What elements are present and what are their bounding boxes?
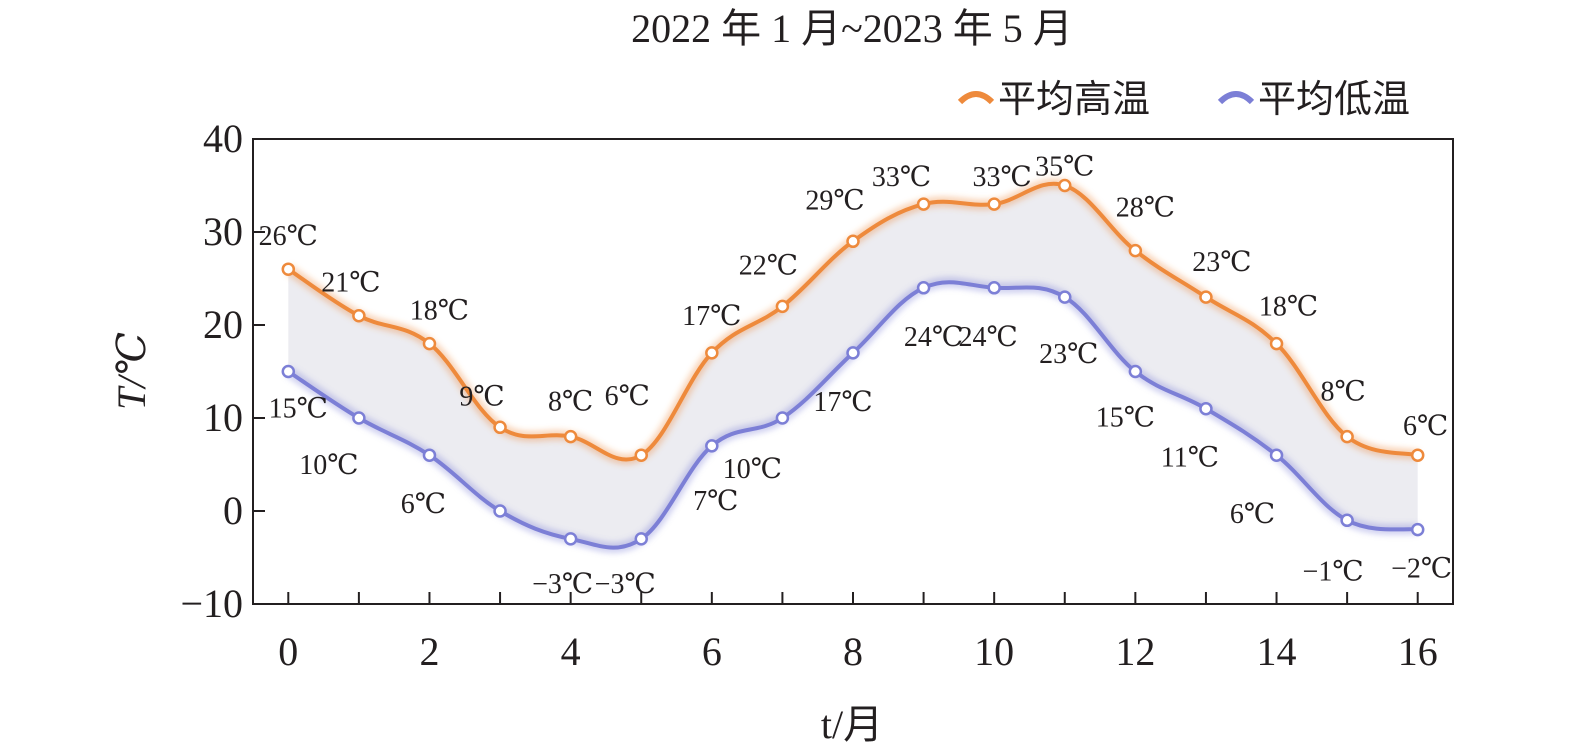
data-point-low <box>846 346 860 360</box>
data-point-low <box>1340 513 1354 528</box>
data-point-low <box>422 448 437 462</box>
data-label-high: 18℃ <box>410 296 469 327</box>
data-point-low <box>987 281 1001 295</box>
x-tick-label: 12 <box>1115 629 1155 674</box>
data-point-low <box>1058 290 1072 304</box>
data-label-low: 6℃ <box>1230 499 1275 530</box>
data-point-low <box>1199 401 1213 416</box>
shaded-band <box>288 183 1418 548</box>
data-label-high: 6℃ <box>1403 411 1448 442</box>
data-point-high <box>493 420 507 435</box>
x-tick-label: 0 <box>278 629 298 674</box>
data-label-high: 9℃ <box>459 381 504 412</box>
data-label-high: 28℃ <box>1116 193 1175 224</box>
data-label-low: 15℃ <box>1096 403 1155 434</box>
chart-title: 2022 年 1 月~2023 年 5 月 <box>631 6 1073 51</box>
data-point-high <box>1269 336 1284 351</box>
data-point-low <box>1128 364 1143 379</box>
legend-swatch-high <box>957 91 995 105</box>
data-label-low: −3℃ <box>595 569 656 600</box>
data-point-high <box>846 234 860 249</box>
data-point-high <box>1340 429 1354 444</box>
data-label-high: 18℃ <box>1259 292 1318 323</box>
legend: 平均高温 平均低温 <box>957 79 1410 121</box>
data-label-low: 24℃ <box>904 322 963 353</box>
data-point-low <box>705 439 719 453</box>
data-point-high <box>1058 178 1072 193</box>
data-label-high: 29℃ <box>805 185 864 216</box>
data-label-low: 17℃ <box>813 387 872 418</box>
data-label-high: 6℃ <box>605 381 650 412</box>
data-label-layer: 26℃21℃18℃9℃ 8℃ 6℃17℃22℃29℃33℃ 33℃ 35℃28℃23℃1… <box>259 152 1453 600</box>
data-point-low <box>1269 448 1284 462</box>
x-tick-label: 8 <box>843 629 863 674</box>
data-point-high <box>1199 290 1213 304</box>
y-tick-label: 40 <box>203 116 243 161</box>
y-axis-label: T/℃ <box>109 332 154 410</box>
y-tick-label: 10 <box>203 395 243 440</box>
data-point-high <box>352 308 366 323</box>
data-label-low: 24℃ <box>959 322 1018 353</box>
legend-label-low: 平均低温 <box>1258 79 1410 121</box>
data-label-low: −2℃ <box>1391 554 1452 585</box>
data-point-high <box>634 448 648 462</box>
legend-item-low: 平均低温 <box>1217 79 1410 121</box>
series-layer <box>281 178 1425 553</box>
data-label-high: 21℃ <box>321 268 380 299</box>
data-label-high: 33℃ <box>973 162 1032 193</box>
data-label-low: 6℃ <box>401 489 446 520</box>
x-tick-label: 14 <box>1257 629 1297 674</box>
data-label-high: 8℃ <box>548 387 593 418</box>
data-point-low <box>281 364 296 379</box>
data-point-high <box>987 197 1001 211</box>
data-point-low <box>563 532 578 546</box>
data-label-low: −3℃ <box>532 569 593 600</box>
data-point-low <box>352 411 366 425</box>
x-tick-label: 10 <box>974 629 1014 674</box>
data-point-low <box>775 411 790 425</box>
data-point-high <box>705 346 719 360</box>
data-label-low: 7℃ <box>693 486 738 517</box>
data-point-low <box>1410 522 1425 537</box>
data-point-high <box>422 336 437 351</box>
x-tick-label: 4 <box>561 629 581 674</box>
data-point-low <box>916 281 931 295</box>
data-label-high: 17℃ <box>682 301 741 332</box>
x-axis-ticks: 0 2 4 6 8 10 12 14 16 <box>278 592 1438 674</box>
data-label-high: 8℃ <box>1320 377 1365 408</box>
legend-label-high: 平均高温 <box>998 79 1150 121</box>
data-label-low: 15℃ <box>269 394 328 425</box>
data-point-high <box>281 262 296 276</box>
y-tick-label: 20 <box>203 302 243 347</box>
data-label-high: 35℃ <box>1035 152 1094 183</box>
y-tick-label: 30 <box>203 209 243 254</box>
x-tick-label: 2 <box>419 629 439 674</box>
y-axis-ticks: 40 30 20 10 0 −10 <box>180 116 265 626</box>
data-label-high: 22℃ <box>739 250 798 281</box>
data-point-high <box>563 429 578 444</box>
data-label-low: 23℃ <box>1039 339 1098 370</box>
data-point-high <box>1410 448 1425 462</box>
data-point-high <box>775 299 790 314</box>
data-point-low <box>493 504 507 518</box>
data-point-high <box>1128 243 1143 258</box>
y-tick-label: 0 <box>223 488 243 533</box>
legend-swatch-low <box>1217 91 1255 105</box>
data-label-high: 33℃ <box>872 162 931 193</box>
data-point-high <box>916 197 931 211</box>
x-axis-label: t/月 <box>821 702 883 747</box>
legend-item-high: 平均高温 <box>957 79 1150 121</box>
data-label-low: 11℃ <box>1161 443 1219 474</box>
data-label-low: 10℃ <box>299 450 358 481</box>
data-label-high: 26℃ <box>259 221 318 252</box>
data-label-low: 10℃ <box>723 454 782 485</box>
data-point-low <box>634 532 648 546</box>
x-tick-label: 6 <box>702 629 722 674</box>
x-tick-label: 16 <box>1398 629 1438 674</box>
y-tick-label: −10 <box>180 581 243 626</box>
data-label-low: −1℃ <box>1303 556 1364 587</box>
data-label-high: 23℃ <box>1192 247 1251 278</box>
